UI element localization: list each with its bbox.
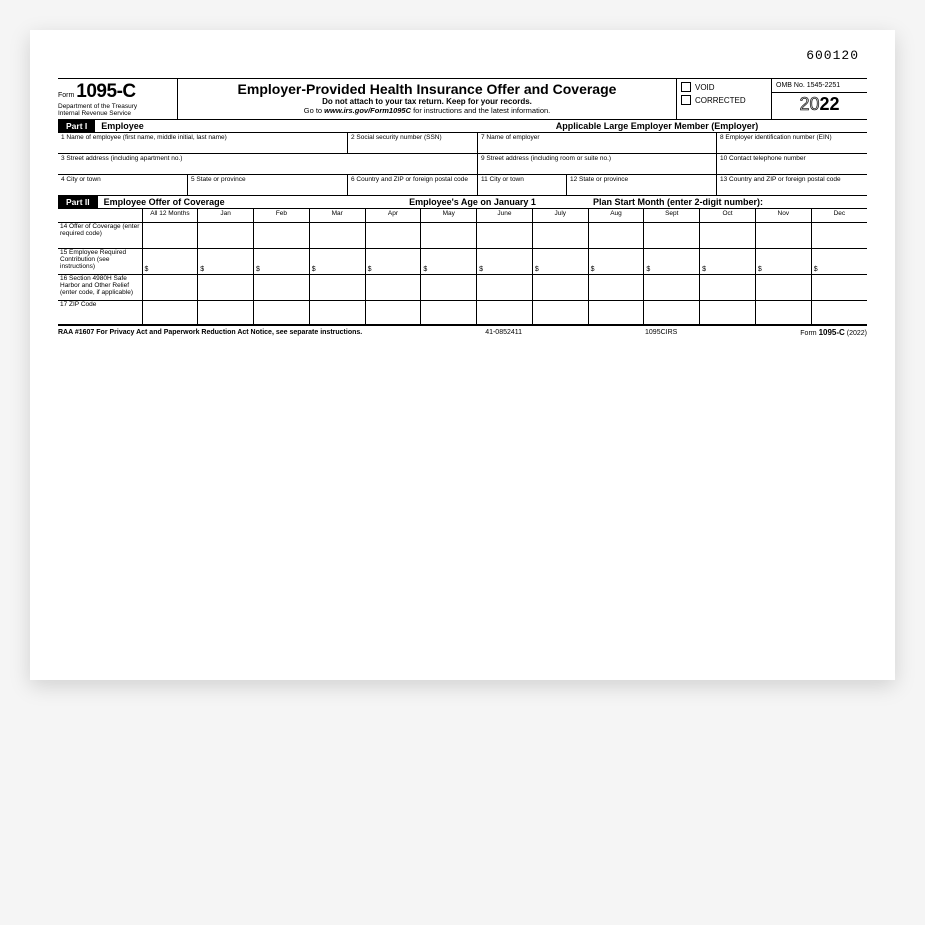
col-dec: Dec — [811, 209, 867, 223]
void-row: VOID — [681, 82, 767, 92]
field-3[interactable]: 3 Street address (including apartment no… — [58, 154, 478, 174]
field-4[interactable]: 4 City or town — [58, 175, 188, 195]
footer-left: RAA #1607 For Privacy Act and Paperwork … — [58, 329, 362, 336]
form-subtitle-2: Go to www.irs.gov/Form1095C for instruct… — [184, 106, 670, 115]
header-row: Form 1095-C Department of the Treasury I… — [58, 78, 867, 119]
dept-line-2: Internal Revenue Service — [58, 110, 173, 117]
month-header-row: All 12 Months Jan Feb Mar Apr May June J… — [58, 209, 867, 223]
col-aug: Aug — [588, 209, 644, 223]
field-6[interactable]: 6 Country and ZIP or foreign postal code — [348, 175, 478, 195]
header-left: Form 1095-C Department of the Treasury I… — [58, 79, 178, 119]
col-oct: Oct — [700, 209, 756, 223]
part2-planstart-label: Plan Start Month (enter 2-digit number): — [587, 196, 867, 208]
part2-title: Employee Offer of Coverage — [98, 196, 231, 208]
form-subtitle-1: Do not attach to your tax return. Keep f… — [184, 97, 670, 106]
part1-bar: Part I Employee Applicable Large Employe… — [58, 119, 867, 132]
omb-year-block: OMB No. 1545-2251 2022 — [772, 79, 867, 119]
col-feb: Feb — [254, 209, 310, 223]
col-may: May — [421, 209, 477, 223]
part2-tag: Part II — [58, 196, 98, 208]
col-apr: Apr — [365, 209, 421, 223]
part2-bar: Part II Employee Offer of Coverage Emplo… — [58, 195, 867, 208]
form-word: Form — [58, 92, 74, 99]
part2-age-label: Employee's Age on January 1 — [358, 196, 587, 208]
col-all12: All 12 Months — [142, 209, 198, 223]
footer-mid-1: 41-0852411 — [485, 329, 522, 336]
void-label: VOID — [695, 83, 715, 92]
row-14: 14 Offer of Coverage (enter required cod… — [58, 223, 867, 249]
part1-tag: Part I — [58, 120, 95, 132]
row-1-2-7-8: 1 Name of employee (first name, middle i… — [58, 132, 867, 153]
part1-title: Employee — [95, 120, 150, 132]
field-5[interactable]: 5 State or province — [188, 175, 348, 195]
row-4-5-6-11-12-13: 4 City or town 5 State or province 6 Cou… — [58, 174, 867, 195]
void-checkbox[interactable] — [681, 82, 691, 92]
form-1095c-page: 600120 Form 1095-C Department of the Tre… — [30, 30, 895, 680]
row-3-9-10: 3 Street address (including apartment no… — [58, 153, 867, 174]
field-13[interactable]: 13 Country and ZIP or foreign postal cod… — [717, 175, 867, 195]
omb-number: OMB No. 1545-2251 — [772, 79, 867, 93]
row-15-label: 15 Employee Required Contribution (see i… — [58, 249, 142, 275]
form-title: Employer-Provided Health Insurance Offer… — [184, 81, 670, 97]
field-11[interactable]: 11 City or town — [478, 175, 567, 195]
dept-line-1: Department of the Treasury — [58, 103, 173, 110]
part1-employer-label: Applicable Large Employer Member (Employ… — [447, 120, 867, 132]
col-mar: Mar — [309, 209, 365, 223]
col-sep: Sept — [644, 209, 700, 223]
header-right: VOID CORRECTED OMB No. 1545-2251 2022 — [677, 79, 867, 119]
field-1[interactable]: 1 Name of employee (first name, middle i… — [58, 133, 348, 153]
field-10[interactable]: 10 Contact telephone number — [717, 154, 867, 174]
col-nov: Nov — [755, 209, 811, 223]
part2-left: Part II Employee Offer of Coverage — [58, 196, 358, 208]
col-jun: June — [477, 209, 533, 223]
row-16-label: 16 Section 4980H Safe Harbor and Other R… — [58, 275, 142, 301]
field-9[interactable]: 9 Street address (including room or suit… — [478, 154, 717, 174]
footer-row: RAA #1607 For Privacy Act and Paperwork … — [58, 325, 867, 337]
top-code: 600120 — [806, 48, 859, 63]
coverage-table: All 12 Months Jan Feb Mar Apr May June J… — [58, 208, 867, 325]
header-middle: Employer-Provided Health Insurance Offer… — [178, 79, 677, 119]
row-17: 17 ZIP Code — [58, 301, 867, 325]
row-14-label: 14 Offer of Coverage (enter required cod… — [58, 223, 142, 249]
footer-mid-2: 1095CIRS — [645, 329, 677, 336]
corrected-checkbox[interactable] — [681, 95, 691, 105]
field-2[interactable]: 2 Social security number (SSN) — [348, 133, 478, 153]
col-jul: July — [532, 209, 588, 223]
row-16: 16 Section 4980H Safe Harbor and Other R… — [58, 275, 867, 301]
form-number: 1095-C — [76, 81, 135, 102]
tax-year: 2022 — [772, 93, 867, 115]
row-15: 15 Employee Required Contribution (see i… — [58, 249, 867, 275]
checkbox-area: VOID CORRECTED — [677, 79, 772, 119]
row-17-label: 17 ZIP Code — [58, 301, 142, 325]
field-8[interactable]: 8 Employer identification number (EIN) — [717, 133, 867, 153]
field-12[interactable]: 12 State or province — [567, 175, 717, 195]
col-jan: Jan — [198, 209, 254, 223]
field-7[interactable]: 7 Name of employer — [478, 133, 717, 153]
corrected-row: CORRECTED — [681, 95, 767, 105]
footer-form: Form 1095-C (2022) — [800, 328, 867, 337]
corrected-label: CORRECTED — [695, 96, 746, 105]
